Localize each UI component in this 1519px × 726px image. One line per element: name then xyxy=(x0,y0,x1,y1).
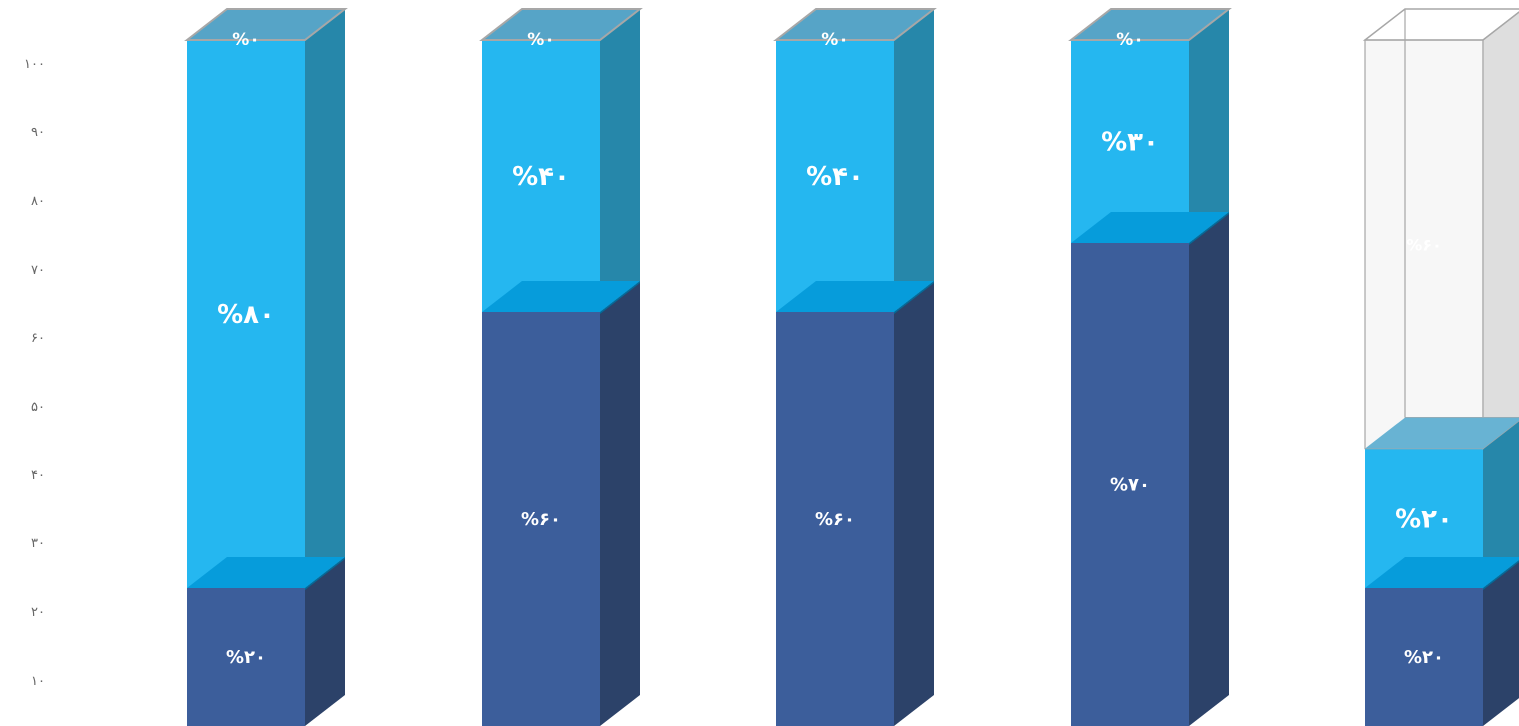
segment-label: %۳۰ xyxy=(1101,128,1159,158)
segment-label: %۶۰ xyxy=(815,509,855,530)
bar-4: %۷۰ %۳۰ %۰ xyxy=(1068,8,1232,726)
bar-2: %۶۰ %۴۰ %۰ xyxy=(479,8,643,726)
bar-seam-side xyxy=(305,557,345,590)
bar-segment-top xyxy=(482,40,600,312)
bar-side-base xyxy=(305,557,345,726)
segment-label: %۲۰ xyxy=(226,647,266,668)
bars: %۲۰ %۸۰ %۰ %۶۰ %۴۰ %۰ %۶۰ %۴۰ %۰ %۷۰ %۳۰ %۰ %۲۰ %۲۰ %۶… xyxy=(184,8,1519,726)
bar-segment-base xyxy=(776,312,894,726)
segment-label: %۰ xyxy=(1116,30,1143,50)
bar-segment-base xyxy=(482,312,600,726)
bar-top-cap xyxy=(1068,8,1232,41)
segment-label: %۰ xyxy=(821,30,848,50)
y-tick-label: ۳۰ xyxy=(31,536,45,551)
bar-seam-side xyxy=(1483,560,1519,590)
bar-top-cap xyxy=(479,8,643,41)
bar-fill-cap xyxy=(1365,417,1519,449)
y-tick-label: ۶۰ xyxy=(31,331,45,346)
y-tick-label: ۱۰۰ xyxy=(24,57,45,72)
bar-empty-side xyxy=(1482,11,1519,450)
bar-seam xyxy=(187,557,345,588)
bar-side-top xyxy=(305,9,345,588)
bar-1: %۲۰ %۸۰ %۰ xyxy=(184,8,348,726)
segment-label: %۰ xyxy=(527,30,554,50)
bar-side-top xyxy=(1189,9,1229,243)
y-tick-label: ۱۰ xyxy=(31,674,45,689)
bar-top-cap xyxy=(773,8,937,41)
segment-label: %۷۰ xyxy=(1110,475,1150,496)
segment-label: %۶۰ xyxy=(521,509,561,530)
bar-5: %۲۰ %۲۰ %۶۰ xyxy=(1362,8,1519,726)
y-axis: ۱۰ ۲۰ ۳۰ ۴۰ ۵۰ ۶۰ ۷۰ ۸۰ ۹۰ ۱۰۰ xyxy=(24,57,45,689)
bar-segment-base xyxy=(1365,588,1483,726)
segment-label: %۶۰ xyxy=(1406,235,1442,254)
bar-top-cap xyxy=(1362,8,1519,41)
bar-seam xyxy=(1071,212,1229,243)
segment-label: %۴۰ xyxy=(512,162,570,192)
bar-side-top xyxy=(894,9,934,312)
bar-seam-side xyxy=(1189,212,1229,245)
bar-side-base xyxy=(1483,560,1519,726)
segment-label: %۰ xyxy=(232,30,259,50)
bar-seam-side xyxy=(894,281,934,314)
bar-seam xyxy=(1365,557,1519,588)
bar-segment-base xyxy=(187,588,305,726)
bar-segment-base xyxy=(1071,243,1189,726)
bar-seam-side xyxy=(600,281,640,314)
bar-side-base xyxy=(1189,212,1229,726)
bar-seam xyxy=(482,281,640,312)
bar-seam xyxy=(776,281,934,312)
bar-3: %۶۰ %۴۰ %۰ xyxy=(773,8,937,726)
bar-side-top xyxy=(1483,420,1519,588)
segment-label: %۲۰ xyxy=(1395,504,1453,534)
bar-top-cap xyxy=(184,8,348,41)
segment-label: %۴۰ xyxy=(806,162,864,192)
segment-label: %۲۰ xyxy=(1404,647,1444,668)
segment-label: %۸۰ xyxy=(217,300,275,330)
y-tick-label: ۹۰ xyxy=(31,125,45,140)
y-tick-label: ۸۰ xyxy=(31,194,45,209)
bar-segment-top xyxy=(187,40,305,588)
bar-side-base xyxy=(600,281,640,726)
y-tick-label: ۵۰ xyxy=(31,400,45,415)
bar-side-top xyxy=(600,9,640,312)
bar-segment-top xyxy=(1071,40,1189,243)
y-tick-label: ۲۰ xyxy=(31,605,45,620)
y-tick-label: ۷۰ xyxy=(31,263,45,278)
y-tick-label: ۴۰ xyxy=(31,468,45,483)
bar-side-base xyxy=(894,281,934,726)
bar-segment-top xyxy=(776,40,894,312)
bar-segment-top xyxy=(1365,448,1483,588)
